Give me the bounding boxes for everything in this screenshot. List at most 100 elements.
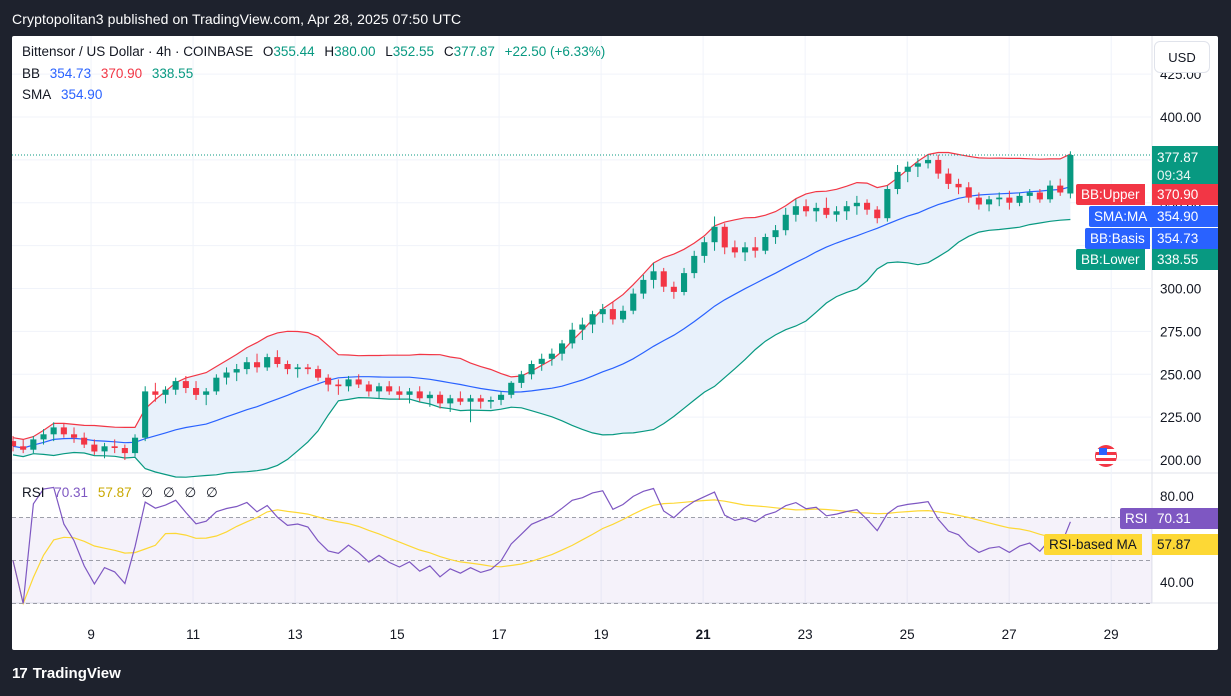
bb-lower-tag-label: BB:Lower bbox=[1076, 249, 1145, 270]
bb-upper-tag-value: 370.90 bbox=[1152, 184, 1218, 205]
publisher-line: Cryptopolitan3 published on TradingView.… bbox=[12, 11, 462, 27]
candle-body bbox=[40, 434, 47, 440]
candle-body bbox=[426, 394, 433, 399]
bb-upper-tag-label: BB:Upper bbox=[1076, 184, 1145, 205]
candle-body bbox=[823, 207, 830, 215]
legend-rsi-empty-4: ∅ bbox=[206, 485, 218, 500]
flag-canton bbox=[1099, 448, 1107, 455]
bb-lower-line bbox=[12, 218, 1071, 478]
legend-close: 377.87 bbox=[453, 44, 495, 59]
candle-body bbox=[843, 206, 850, 212]
legend-low: 352.55 bbox=[392, 44, 435, 59]
rsi-line bbox=[12, 486, 1071, 604]
legend-h-label: H bbox=[324, 44, 335, 59]
candle-body bbox=[345, 379, 352, 387]
candle-body bbox=[904, 166, 911, 172]
candle-body bbox=[1006, 197, 1013, 203]
time-tick-label: 19 bbox=[594, 627, 609, 642]
candle-body bbox=[498, 394, 505, 400]
legend-rsi-value: 70.31 bbox=[54, 485, 89, 500]
candle-body bbox=[813, 207, 820, 212]
candle-body bbox=[701, 242, 708, 256]
candle-body bbox=[1026, 192, 1033, 196]
legend-c-label: C bbox=[443, 44, 454, 59]
time-tick-label: 11 bbox=[186, 627, 200, 642]
time-tick-label: 9 bbox=[87, 627, 95, 642]
candle-body bbox=[935, 159, 942, 174]
candle-body bbox=[223, 372, 230, 378]
candle-body bbox=[589, 314, 596, 325]
price-tick-label: 250.00 bbox=[1160, 367, 1201, 382]
bollinger-band-fill bbox=[13, 152, 1071, 478]
time-tick-label: 25 bbox=[900, 627, 915, 642]
candle-body bbox=[518, 374, 525, 383]
candle-body bbox=[864, 202, 871, 210]
legend-symbol-row: Bittensor / US Dollar · 4h · COINBASE O3… bbox=[22, 44, 611, 59]
candle-body bbox=[894, 171, 901, 189]
price-tick-label: 225.00 bbox=[1160, 410, 1201, 425]
rsi-tick-label: 80.00 bbox=[1160, 489, 1194, 504]
legend-symbol[interactable]: Bittensor / US Dollar · 4h · COINBASE bbox=[22, 44, 254, 59]
candle-body bbox=[620, 310, 627, 320]
legend-open: 355.44 bbox=[273, 44, 315, 59]
legend-rsi-empty-1: ∅ bbox=[141, 485, 154, 500]
candle-body bbox=[447, 398, 454, 404]
rsi-tag-label: RSI bbox=[1120, 508, 1153, 529]
currency-button[interactable]: USD bbox=[1154, 41, 1210, 73]
time-tick-label: 27 bbox=[1002, 627, 1017, 642]
candle-body bbox=[559, 343, 566, 354]
candle-body bbox=[965, 187, 972, 198]
last-price-value: 377.87 bbox=[1157, 150, 1199, 165]
legend-rsi-label: RSI bbox=[22, 485, 45, 500]
legend-o-label: O bbox=[262, 44, 274, 59]
candle-body bbox=[376, 386, 383, 392]
candle-body bbox=[12, 441, 17, 447]
candle-body bbox=[528, 364, 535, 375]
candle-body bbox=[1067, 155, 1074, 194]
chart-canvas[interactable]: 200.00225.00250.00275.00300.00325.00350.… bbox=[12, 36, 1218, 650]
last-price-tag: 377.87 09:34 bbox=[1152, 146, 1218, 188]
footer-bar bbox=[0, 650, 1231, 696]
bb-basis-tag-label: BB:Basis bbox=[1085, 228, 1150, 249]
rsi-ma-tag-label: RSI-based MA bbox=[1044, 534, 1142, 555]
candle-body bbox=[142, 391, 149, 438]
candle-body bbox=[1057, 185, 1064, 193]
legend-rsi-ma-value: 57.87 bbox=[97, 485, 132, 500]
candle-body bbox=[1016, 195, 1023, 203]
candle-body bbox=[132, 437, 139, 454]
candle-body bbox=[243, 362, 250, 370]
candle-body bbox=[884, 189, 891, 219]
tradingview-logo[interactable]: 17 TradingView bbox=[12, 665, 121, 682]
legend-bb-row[interactable]: BB 354.73 370.90 338.55 bbox=[22, 66, 199, 81]
rsi-tick-label: 40.00 bbox=[1160, 575, 1194, 590]
candle-body bbox=[742, 247, 749, 253]
candle-body bbox=[925, 159, 932, 164]
candle-body bbox=[233, 369, 240, 373]
rsi-ma-tag-value: 57.87 bbox=[1152, 534, 1218, 555]
candle-body bbox=[569, 329, 576, 344]
candle-body bbox=[681, 273, 688, 292]
candle-body bbox=[660, 271, 667, 287]
candle-body bbox=[548, 353, 555, 359]
candle-body bbox=[264, 357, 271, 368]
candle-body bbox=[792, 206, 799, 215]
tradingview-brand: TradingView bbox=[32, 665, 121, 682]
legend-sma-row[interactable]: SMA 354.90 bbox=[22, 87, 108, 102]
candle-body bbox=[254, 362, 261, 368]
candle-body bbox=[782, 214, 789, 231]
legend-rsi-empty-2: ∅ bbox=[162, 485, 175, 500]
candle-body bbox=[457, 398, 464, 402]
candle-body bbox=[599, 309, 606, 315]
candle-body bbox=[152, 391, 159, 395]
bb-basis-tag-value: 354.73 bbox=[1152, 228, 1218, 249]
price-tick-label: 275.00 bbox=[1160, 324, 1201, 339]
candle-body bbox=[986, 199, 993, 205]
legend-bb-basis: 354.73 bbox=[49, 66, 92, 81]
legend-high: 380.00 bbox=[334, 44, 376, 59]
rsi-tag-value: 70.31 bbox=[1152, 508, 1218, 529]
legend-rsi-row[interactable]: RSI 70.31 57.87 ∅ ∅ ∅ ∅ bbox=[22, 485, 224, 501]
chart-frame[interactable]: 200.00225.00250.00275.00300.00325.00350.… bbox=[12, 36, 1218, 650]
legend-sma-label: SMA bbox=[22, 87, 52, 102]
candle-body bbox=[111, 446, 118, 448]
candle-body bbox=[609, 309, 616, 320]
